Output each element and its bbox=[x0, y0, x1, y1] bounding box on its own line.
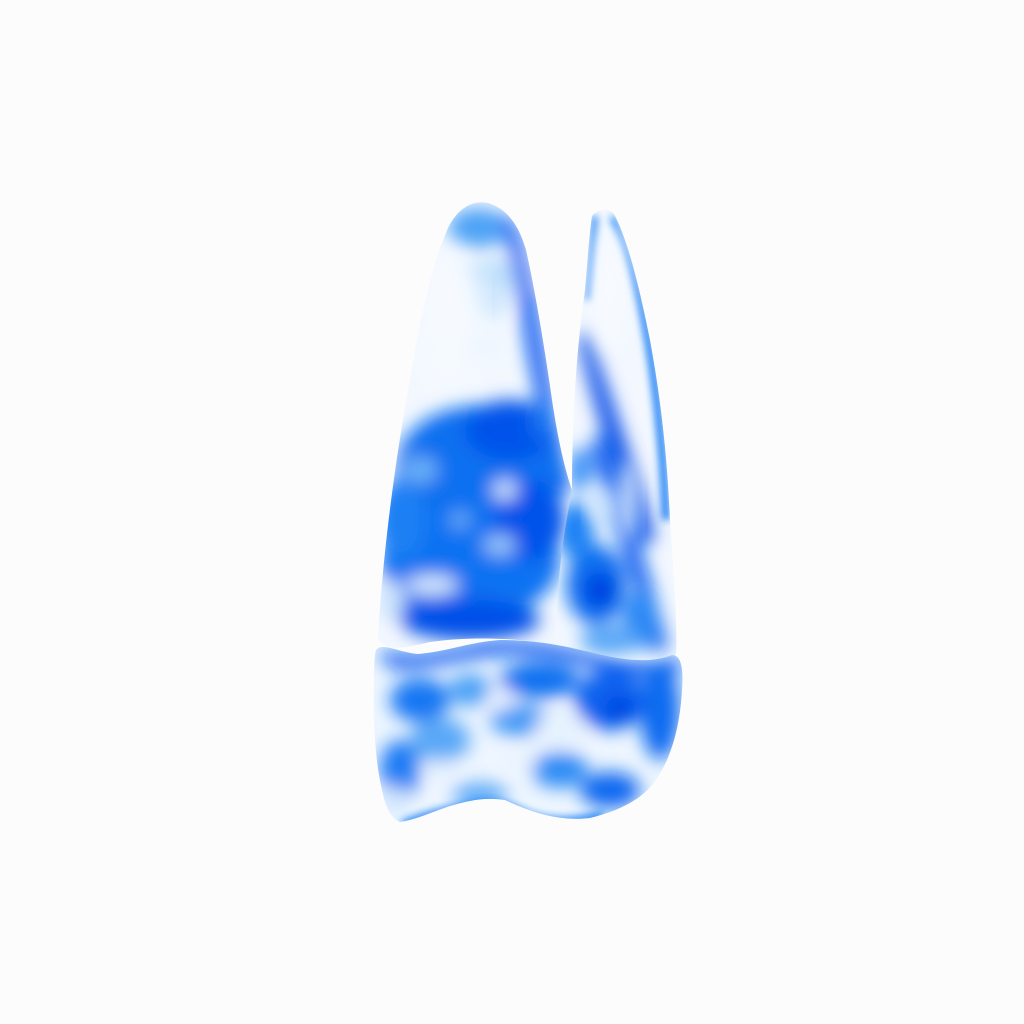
crown bbox=[373, 640, 683, 822]
right-root bbox=[556, 210, 677, 663]
left-root bbox=[378, 202, 572, 648]
